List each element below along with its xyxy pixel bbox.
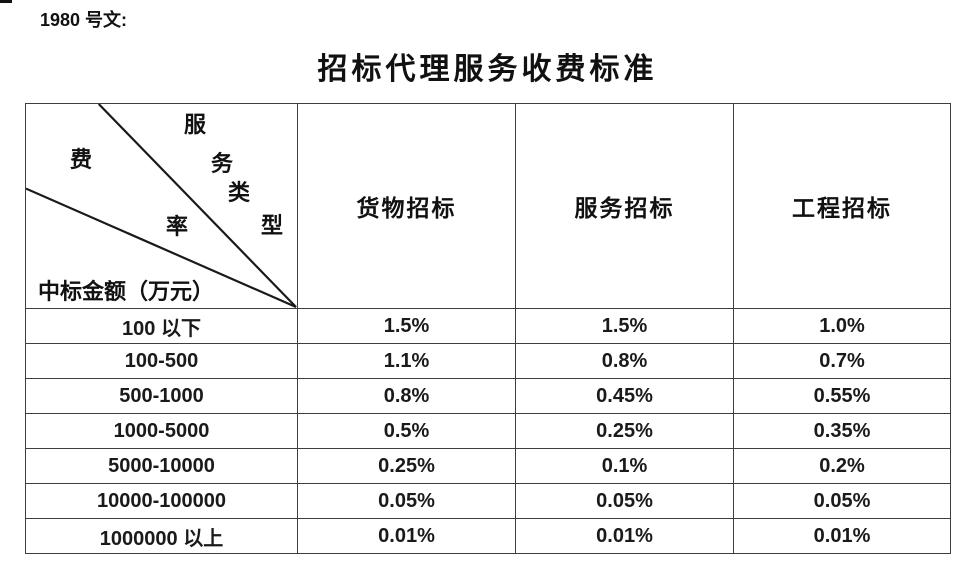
column-header-services: 服务招标 (515, 103, 734, 309)
corner-fee-rate-char: 费 (70, 147, 93, 172)
table-row: 100 以下 1.5% 1.5% 1.0% (25, 308, 951, 344)
rate-cell: 0.2% (733, 448, 951, 484)
rate-cell: 1.5% (515, 308, 734, 344)
amount-range-cell: 1000000 以上 (25, 518, 298, 554)
diagonal-divider-lines (26, 104, 297, 308)
rate-cell: 0.05% (515, 483, 734, 519)
doc-ref: 1980 号文: (40, 10, 128, 30)
rate-cell: 0.45% (515, 378, 734, 414)
rate-cell: 0.25% (297, 448, 516, 484)
amount-range-cell: 500-1000 (25, 378, 298, 414)
amount-range-cell: 1000-5000 (25, 413, 298, 449)
row-axis-label: 中标金额（万元） (38, 279, 215, 304)
column-header-works: 工程招标 (733, 103, 951, 309)
rate-cell: 0.01% (515, 518, 734, 554)
rate-cell: 0.01% (297, 518, 516, 554)
rate-cell: 1.5% (297, 308, 516, 344)
rate-cell: 0.35% (733, 413, 951, 449)
amount-range-cell: 10000-100000 (25, 483, 298, 519)
rate-cell: 0.5% (297, 413, 516, 449)
rate-cell: 0.05% (733, 483, 951, 519)
fee-table: 服 务 类 型 费 率 中标金额（万元） 货物招标 服务招标 工程招标 100 … (25, 103, 951, 554)
amount-range-cell: 5000-10000 (25, 448, 298, 484)
table-row: 1000-5000 0.5% 0.25% 0.35% (25, 413, 951, 449)
page-title: 招标代理服务收费标准 (317, 53, 658, 86)
corner-service-type-char: 类 (228, 180, 251, 205)
rate-cell: 0.25% (515, 413, 734, 449)
rate-cell: 0.7% (733, 343, 951, 379)
table-row: 500-1000 0.8% 0.45% 0.55% (25, 378, 951, 414)
table-row: 1000000 以上 0.01% 0.01% 0.01% (25, 518, 951, 554)
rate-cell: 1.0% (733, 308, 951, 344)
rate-cell: 0.8% (297, 378, 516, 414)
amount-range-cell: 100 以下 (25, 308, 298, 344)
rate-cell: 0.1% (515, 448, 734, 484)
screenshot-edge-artifact (0, 0, 12, 3)
table-header-row: 服 务 类 型 费 率 中标金额（万元） 货物招标 服务招标 工程招标 (25, 103, 951, 309)
table-corner-cell: 服 务 类 型 费 率 中标金额（万元） (25, 103, 298, 309)
table-row: 100-500 1.1% 0.8% 0.7% (25, 343, 951, 379)
rate-cell: 0.05% (297, 483, 516, 519)
rate-cell: 0.01% (733, 518, 951, 554)
column-header-goods: 货物招标 (297, 103, 516, 309)
rate-cell: 0.55% (733, 378, 951, 414)
table-row: 5000-10000 0.25% 0.1% 0.2% (25, 448, 951, 484)
table-row: 10000-100000 0.05% 0.05% 0.05% (25, 483, 951, 519)
amount-range-cell: 100-500 (25, 343, 298, 379)
rate-cell: 0.8% (515, 343, 734, 379)
corner-service-type-char: 型 (261, 213, 284, 238)
corner-fee-rate-char: 率 (166, 214, 189, 239)
rate-cell: 1.1% (297, 343, 516, 379)
corner-service-type-char: 服 (184, 112, 207, 137)
corner-service-type-char: 务 (211, 151, 234, 176)
